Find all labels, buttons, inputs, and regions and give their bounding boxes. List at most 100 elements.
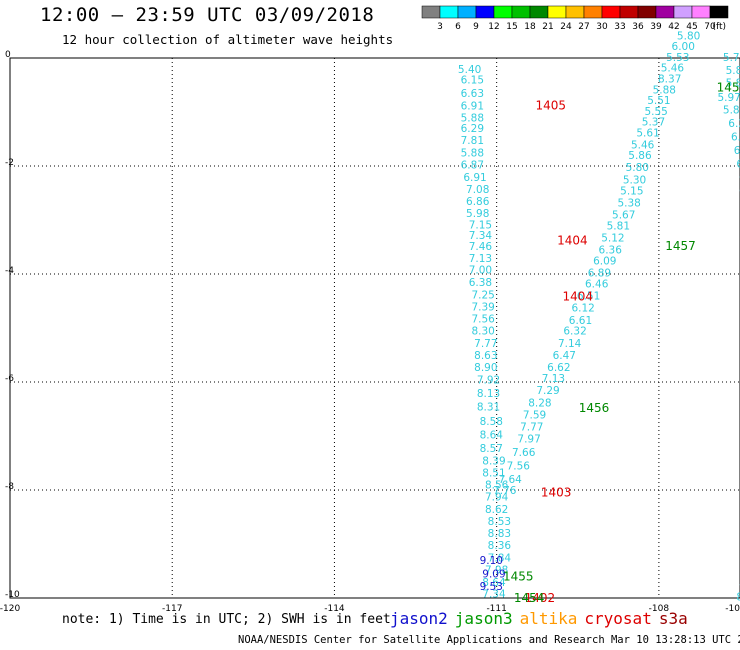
latitude-tick-label: -8 bbox=[5, 482, 14, 492]
color-scale-swatch bbox=[673, 5, 693, 19]
color-scale-swatch bbox=[547, 5, 567, 19]
pass-time-label: 1404 bbox=[563, 290, 594, 304]
wave-height-value: 7.56 bbox=[471, 313, 495, 325]
wave-height-value: 5.55 bbox=[644, 106, 667, 118]
color-scale-swatch bbox=[655, 5, 675, 19]
latitude-tick-label: -4 bbox=[5, 266, 14, 276]
wave-height-value: 5.97 bbox=[717, 92, 740, 104]
wave-height-value: 6.00 bbox=[672, 41, 695, 53]
color-scale-swatch bbox=[529, 5, 549, 19]
wave-height-value: 7.25 bbox=[471, 290, 494, 302]
color-scale-label: 39 bbox=[650, 22, 662, 32]
wave-height-value: 8.90 bbox=[474, 362, 497, 374]
color-scale-swatch bbox=[691, 5, 711, 19]
wave-height-value: 5.51 bbox=[647, 95, 670, 107]
pass-time-label: 1458 bbox=[717, 81, 740, 95]
wave-height-value: 7.13 bbox=[542, 373, 565, 385]
color-scale-swatch bbox=[511, 5, 531, 19]
wave-height-value: 8.58 bbox=[480, 416, 503, 428]
color-scale-label: 42 bbox=[668, 22, 679, 32]
wave-height-value: 7.94 bbox=[485, 491, 509, 503]
latitude-tick-label: -2 bbox=[5, 158, 14, 168]
color-scale-label: 18 bbox=[524, 22, 536, 32]
longitude-tick-label: -108 bbox=[649, 604, 670, 614]
pass-time-labels: 1405 1404 1404 1403 1402 1458 1457 1456 1455 1454… bbox=[503, 81, 740, 605]
wave-height-value: 6.61 bbox=[569, 315, 592, 327]
wave-height-value: 6.15 bbox=[461, 75, 484, 87]
color-scale-label: 36 bbox=[632, 22, 644, 32]
wave-height-value: 5.88 bbox=[461, 148, 484, 160]
wave-height-value: 5.81 bbox=[607, 220, 630, 232]
wave-height-value: 7.76 bbox=[493, 485, 517, 497]
wave-height-value: 6.87 bbox=[461, 159, 484, 171]
latitude-tick-label: -6 bbox=[5, 374, 14, 384]
latitude-tick-label: -10 bbox=[5, 590, 20, 600]
color-scale-label: 15 bbox=[506, 22, 517, 32]
color-scale-label: 45 bbox=[686, 22, 697, 32]
satellite-legend: jason2 jason3 altika cryosat s3a bbox=[390, 609, 695, 628]
high-wave-value: 9.09 bbox=[482, 569, 505, 581]
wave-height-value: 5.46 bbox=[631, 139, 655, 151]
wave-height-value: 5.88 bbox=[461, 112, 484, 124]
wave-height-value: 6.89 bbox=[588, 267, 611, 279]
wave-height-value: 8.57 bbox=[480, 443, 503, 455]
credit-line: NOAA/NESDIS Center for Satellite Applica… bbox=[238, 634, 740, 646]
units-note: note: 1) Time is in UTC; 2) SWH is in fe… bbox=[62, 612, 391, 627]
wave-height-value: 6.46 bbox=[585, 279, 609, 291]
color-scale-label: 70 bbox=[704, 22, 716, 32]
wave-height-value: 5.40 bbox=[458, 64, 481, 76]
latitude-tick-label: 0 bbox=[5, 50, 11, 60]
pass-time-label: 1456 bbox=[579, 401, 610, 415]
color-scale-label: 27 bbox=[578, 22, 589, 32]
wave-height-value: 5.88 bbox=[653, 84, 676, 96]
wave-height-value: 6.38 bbox=[469, 277, 492, 289]
color-scale-unit: (ft) bbox=[712, 22, 726, 32]
wave-height-value: 6.86 bbox=[466, 196, 490, 208]
wave-height-value: 5.30 bbox=[623, 175, 646, 187]
wave-height-values: 5.406.156.636.915.886.297.815.886.876.91… bbox=[458, 30, 740, 603]
legend-jason2: jason2 bbox=[390, 609, 448, 628]
pass-time-label: 1405 bbox=[535, 99, 566, 113]
longitude-tick-label: -111 bbox=[486, 604, 506, 614]
wave-height-value: 7.13 bbox=[469, 253, 492, 265]
wave-height-value: 7.77 bbox=[520, 421, 543, 433]
map-subtitle: 12 hour collection of altimeter wave hei… bbox=[62, 32, 394, 47]
wave-height-value: 7.92 bbox=[477, 374, 500, 386]
longitude-tick-label: -114 bbox=[324, 604, 345, 614]
wave-height-value: 8.30 bbox=[471, 326, 494, 338]
wave-height-value: 8.28 bbox=[528, 398, 551, 410]
color-scale-label: 3 bbox=[437, 22, 443, 32]
pass-time-label: 1403 bbox=[541, 486, 572, 500]
wave-height-value: 6.16 bbox=[734, 145, 740, 157]
color-scale-swatch bbox=[493, 5, 513, 19]
wave-height-value: 6.24 bbox=[728, 118, 740, 130]
wave-height-value: 7.84 bbox=[488, 553, 512, 565]
color-scale-swatch bbox=[583, 5, 603, 19]
wave-height-value: 6.55 bbox=[736, 158, 740, 170]
wave-height-value: 8.76 bbox=[736, 591, 740, 603]
map-grid bbox=[9, 57, 740, 599]
color-scale-swatch bbox=[619, 5, 639, 19]
wave-height-value: 5.53 bbox=[666, 52, 689, 64]
wave-height-value: 5.37 bbox=[642, 117, 665, 129]
wave-height-value: 8.64 bbox=[482, 577, 506, 589]
color-scale-bar: 3 6 9 12 15 18 21 24 27 30 33 36 39 42 45 70(ft) bbox=[421, 5, 729, 32]
wave-height-value: 6.63 bbox=[461, 88, 484, 100]
wave-height-value: 6.62 bbox=[547, 362, 570, 374]
pass-time-label: 1454 bbox=[514, 591, 545, 605]
wave-height-value: 7.46 bbox=[469, 241, 493, 253]
wave-height-value: 7.56 bbox=[507, 461, 531, 473]
wave-height-value: 8.83 bbox=[488, 528, 511, 540]
wave-height-value: 8.62 bbox=[485, 504, 508, 516]
color-scale-label: 6 bbox=[455, 22, 461, 32]
longitude-tick-label: -120 bbox=[0, 604, 20, 614]
wave-height-value: 6.12 bbox=[571, 302, 594, 314]
wave-height-value: 8.56 bbox=[485, 480, 509, 492]
wave-height-value: 5.15 bbox=[620, 185, 643, 197]
wave-height-value: 5.77 bbox=[723, 52, 740, 64]
wave-height-value: 7.08 bbox=[466, 184, 489, 196]
legend-altika: altika bbox=[519, 609, 578, 628]
wave-height-value: 7.15 bbox=[469, 219, 492, 231]
wave-height-value: 8.51 bbox=[482, 468, 505, 480]
wave-height-value: 8.31 bbox=[477, 401, 500, 413]
